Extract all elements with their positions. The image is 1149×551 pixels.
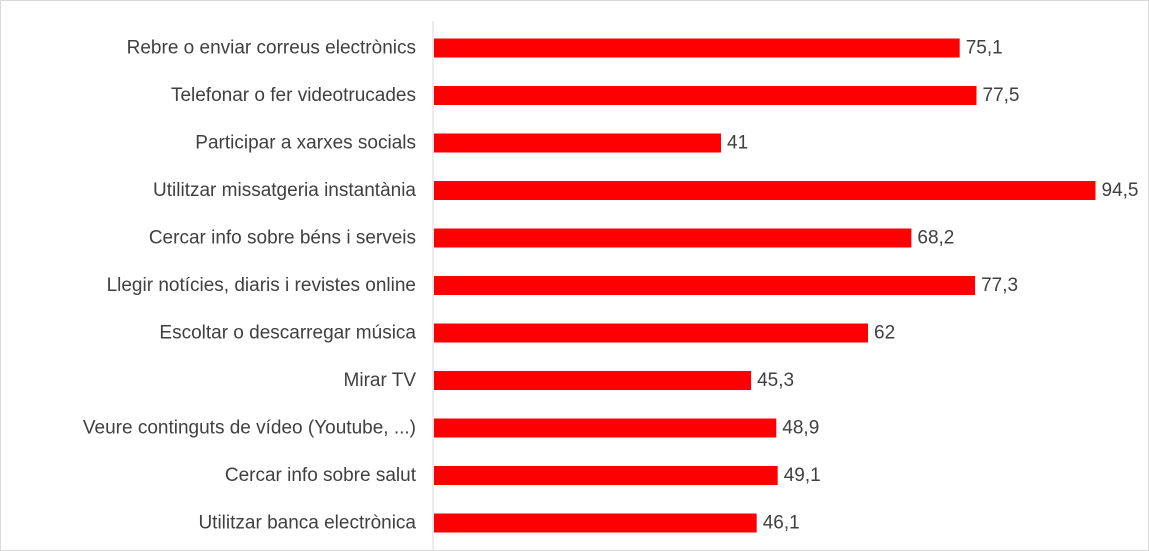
bar-2 [434, 133, 721, 153]
bar-7 [434, 371, 752, 390]
category-label-3: Utilitzar missatgeria instantània [153, 180, 416, 201]
bar-1 [434, 86, 977, 105]
category-label-5: Llegir notícies, diaris i revistes onlin… [107, 275, 416, 296]
value-label-7: 45,3 [757, 370, 794, 391]
value-label-6: 62 [874, 323, 895, 344]
bar-10 [434, 513, 757, 533]
value-labels-group: 75,1 77,5 41 94,5 68,2 77,3 62 45,3 48,9 49,1 46,1 [727, 38, 1138, 534]
category-label-7: Mirar TV [344, 370, 417, 391]
category-label-6: Escoltar o descarregar música [159, 323, 416, 344]
bar-6 [434, 323, 868, 343]
value-label-2: 41 [727, 133, 748, 154]
category-label-8: Veure continguts de vídeo (Youtube, ...) [83, 418, 416, 439]
value-label-10: 46,1 [763, 513, 800, 534]
bar-8 [434, 418, 777, 438]
value-label-3: 94,5 [1102, 180, 1139, 201]
category-label-4: Cercar info sobre béns i serveis [149, 228, 416, 249]
bar-4 [434, 228, 912, 248]
category-label-1: Telefonar o fer videotrucades [171, 85, 416, 106]
value-label-9: 49,1 [784, 465, 821, 486]
category-label-9: Cercar info sobre salut [225, 465, 417, 486]
value-label-1: 77,5 [983, 85, 1020, 106]
category-label-0: Rebre o enviar correus electrònics [127, 38, 416, 59]
bars-group [434, 38, 1096, 533]
value-label-4: 68,2 [917, 228, 954, 249]
bar-0 [434, 38, 960, 58]
bar-9 [434, 466, 778, 485]
category-label-2: Participar a xarxes socials [195, 133, 416, 154]
value-label-8: 48,9 [782, 418, 819, 439]
category-label-10: Utilitzar banca electrònica [198, 513, 416, 534]
value-label-5: 77,3 [981, 275, 1018, 296]
value-label-0: 75,1 [966, 38, 1003, 59]
category-labels-group: Rebre o enviar correus electrònics Telefo… [83, 38, 417, 534]
bar-3 [434, 181, 1096, 200]
bar-5 [434, 276, 976, 295]
